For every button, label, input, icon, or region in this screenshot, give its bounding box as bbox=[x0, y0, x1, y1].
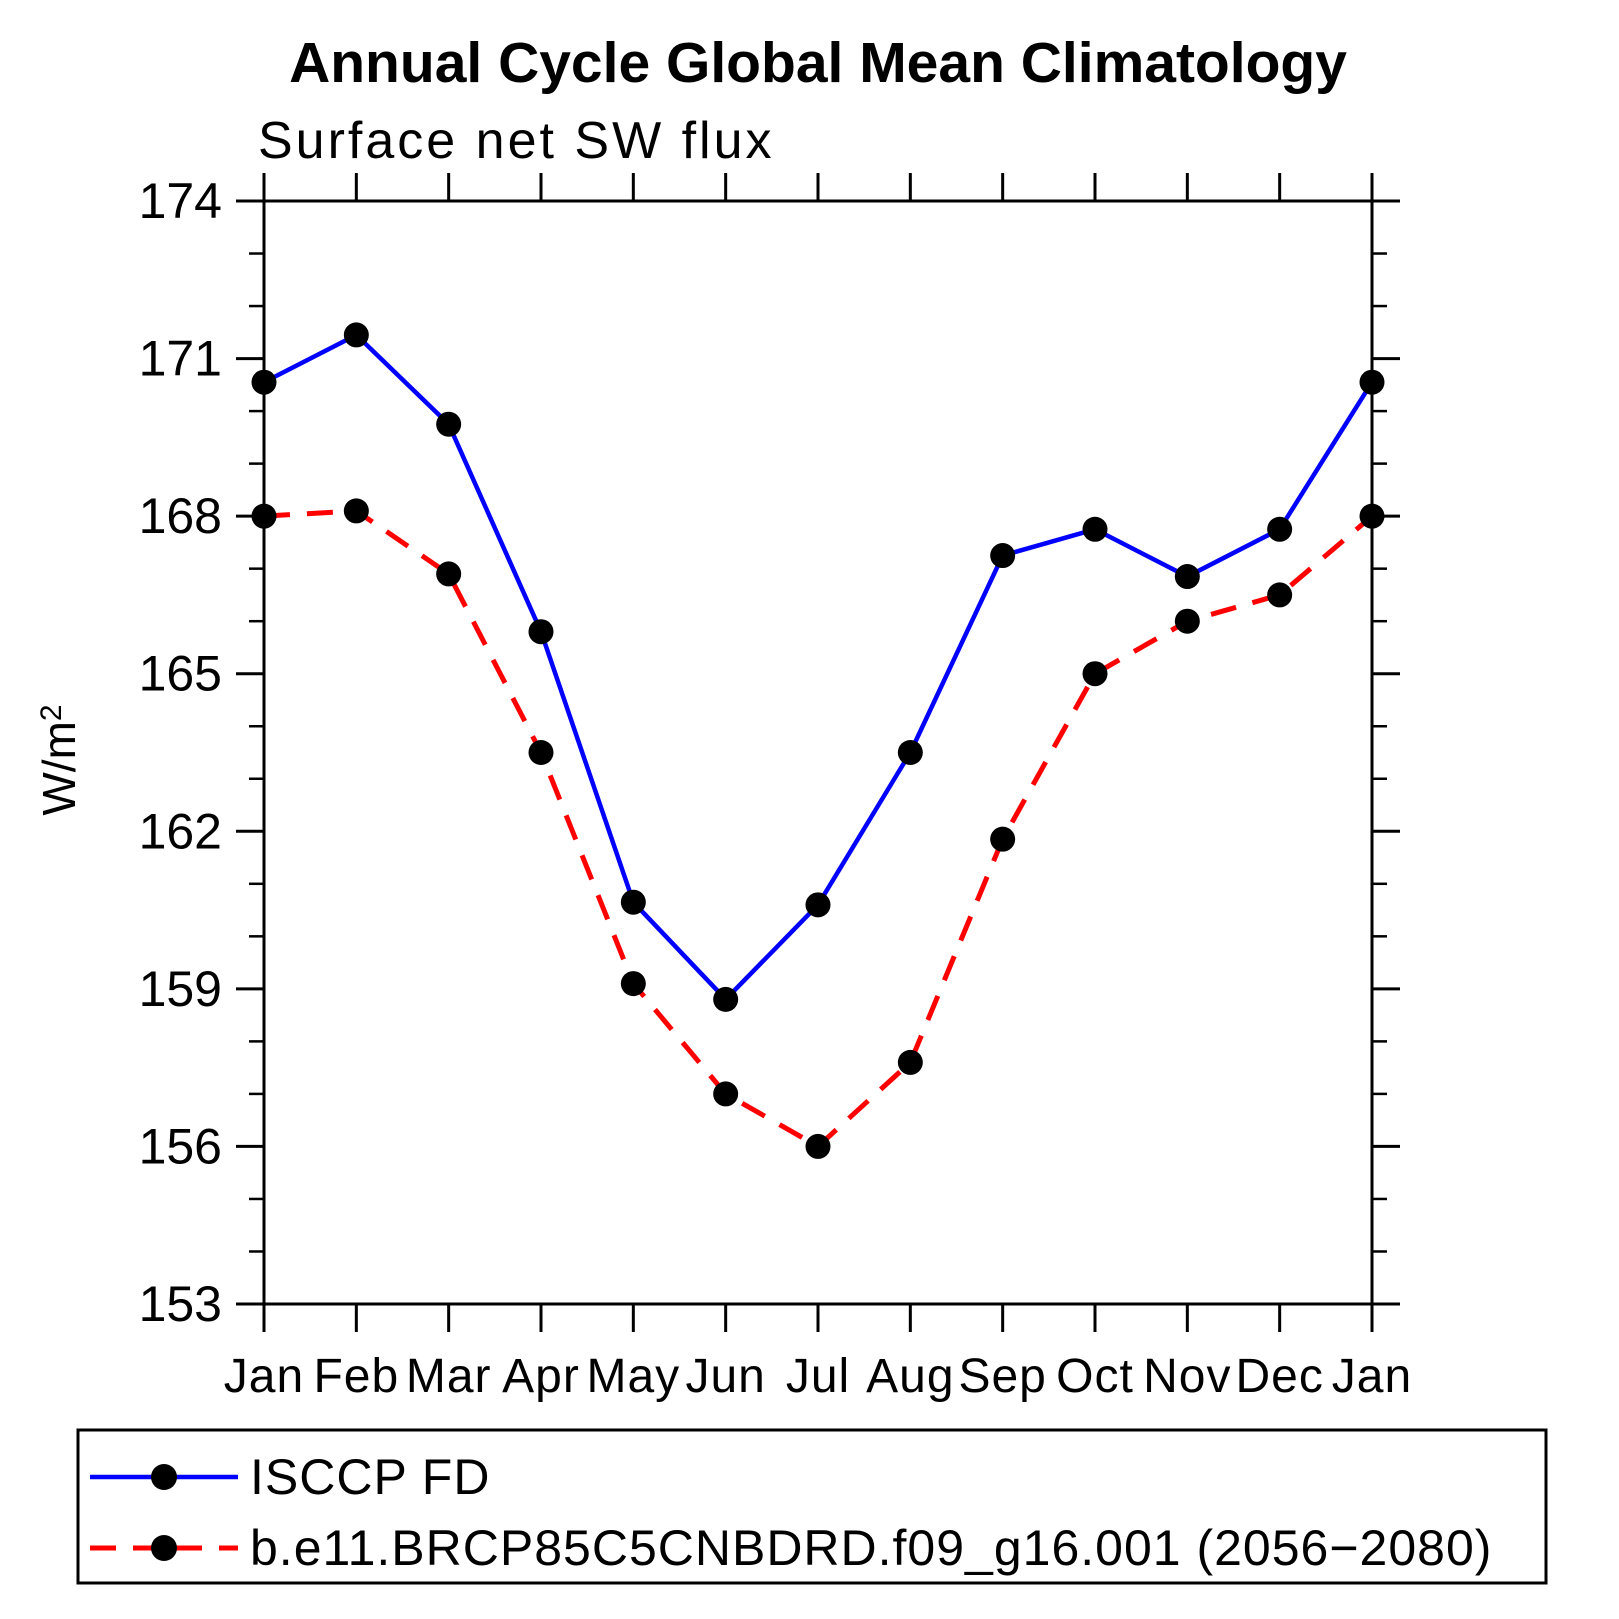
y-axis-label: W/m2 bbox=[33, 704, 85, 815]
data-point bbox=[713, 986, 739, 1012]
data-point bbox=[897, 1049, 923, 1075]
data-point bbox=[990, 826, 1016, 852]
data-point bbox=[436, 561, 462, 587]
x-tick-label: Nov bbox=[1143, 1350, 1231, 1403]
data-point bbox=[436, 411, 462, 437]
data-point bbox=[1174, 608, 1200, 634]
y-tick-label: 156 bbox=[139, 1118, 222, 1174]
y-tick-label: 165 bbox=[139, 646, 222, 702]
x-tick-label: Jun bbox=[685, 1350, 765, 1403]
chart-subtitle: Surface net SW flux bbox=[258, 112, 775, 170]
y-tick-label: 159 bbox=[139, 961, 222, 1017]
legend-label: ISCCP FD bbox=[250, 1449, 490, 1505]
x-tick-label: Jul bbox=[786, 1350, 850, 1403]
x-tick-label: Jan bbox=[1332, 1350, 1412, 1403]
data-point bbox=[1359, 369, 1385, 395]
x-tick-label: Jan bbox=[224, 1350, 304, 1403]
legend-marker bbox=[151, 1464, 177, 1490]
x-tick-label: May bbox=[586, 1350, 680, 1403]
y-tick-label: 153 bbox=[139, 1276, 222, 1332]
y-tick-label: 171 bbox=[139, 331, 222, 387]
chart-title: Annual Cycle Global Mean Climatology bbox=[289, 31, 1347, 95]
x-tick-label: Apr bbox=[502, 1350, 580, 1403]
data-point bbox=[805, 1133, 831, 1159]
x-tick-label: Aug bbox=[866, 1350, 954, 1403]
y-tick-label: 168 bbox=[139, 488, 222, 544]
data-point bbox=[528, 619, 554, 645]
data-point bbox=[1082, 516, 1108, 542]
data-point bbox=[1359, 503, 1385, 529]
data-point bbox=[343, 498, 369, 524]
legend-box bbox=[76, 1428, 1548, 1585]
data-point bbox=[620, 889, 646, 915]
data-point bbox=[805, 892, 831, 918]
x-tick-label: Sep bbox=[958, 1350, 1046, 1403]
data-point bbox=[713, 1081, 739, 1107]
data-point bbox=[620, 971, 646, 997]
legend: ISCCP FD b.e11.BRCP85C5CNBDRD.f09_g16.001… bbox=[76, 1428, 1548, 1585]
series-line-1 bbox=[263, 508, 1374, 1150]
data-point bbox=[1267, 582, 1293, 608]
data-point bbox=[990, 543, 1016, 569]
data-point bbox=[528, 740, 554, 765]
legend-label: b.e11.BRCP85C5CNBDRD.f09_g16.001 (2056−2… bbox=[250, 1520, 1492, 1576]
data-point bbox=[251, 503, 277, 529]
data-point bbox=[1082, 661, 1108, 687]
data-point bbox=[1174, 564, 1200, 590]
legend-marker bbox=[151, 1535, 177, 1561]
x-tick-label: Mar bbox=[406, 1350, 492, 1403]
y-tick-label: 174 bbox=[139, 173, 222, 229]
data-point bbox=[897, 740, 923, 765]
x-tick-label: Oct bbox=[1056, 1350, 1134, 1403]
x-tick-label: Feb bbox=[313, 1350, 399, 1403]
series-layer bbox=[251, 322, 1385, 1159]
y-tick-label: 162 bbox=[139, 803, 222, 859]
data-point bbox=[1267, 516, 1293, 542]
data-point bbox=[343, 322, 369, 348]
data-point bbox=[251, 369, 277, 395]
x-tick-label: Dec bbox=[1235, 1350, 1323, 1403]
